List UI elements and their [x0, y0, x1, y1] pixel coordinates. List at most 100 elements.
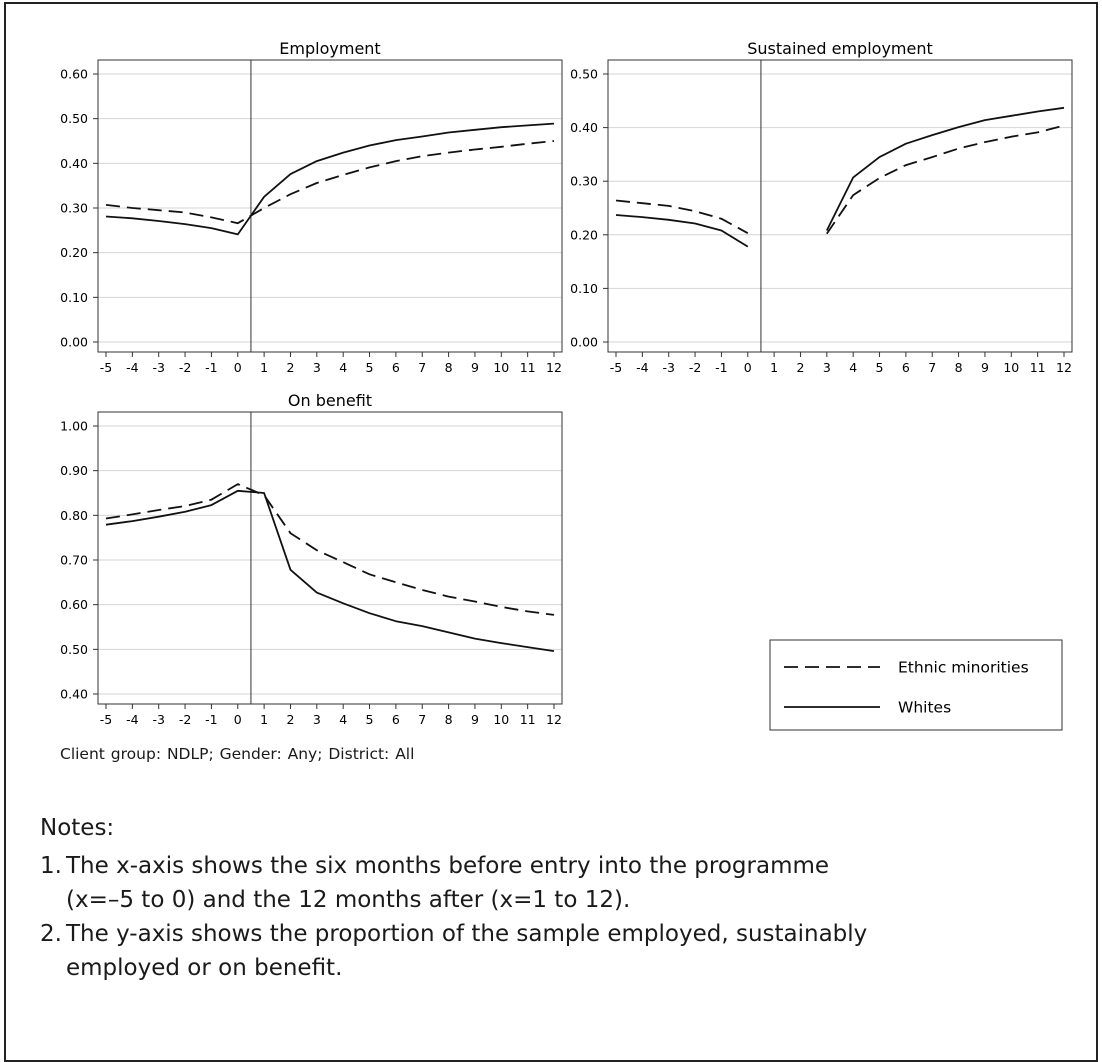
y-tick-label: 0.40	[570, 120, 598, 135]
x-tick-label: 9	[471, 712, 479, 727]
y-tick-label: 0.30	[570, 174, 598, 189]
x-tick-label: 8	[445, 712, 453, 727]
series-ethnic-minorities-line	[826, 124, 1065, 235]
series-ethnic-minorities-line	[105, 140, 555, 225]
x-tick-label: 12	[546, 360, 562, 375]
x-tick-label: 11	[520, 360, 536, 375]
x-tick-label: 12	[1056, 360, 1072, 375]
x-tick-label: 11	[1030, 360, 1046, 375]
x-tick-label: -2	[179, 712, 191, 727]
x-tick-label: 5	[876, 360, 884, 375]
x-tick-label: 4	[339, 360, 347, 375]
x-tick-label: 10	[493, 712, 509, 727]
x-tick-label: 2	[286, 360, 294, 375]
x-tick-label: 3	[313, 712, 321, 727]
chart-title: On benefit	[288, 391, 372, 410]
series-whites-line	[105, 489, 555, 652]
x-tick-label: 5	[366, 712, 374, 727]
client-group-caption: Client group: NDLP; Gender: Any; Distric…	[60, 745, 415, 763]
x-tick-label: 1	[770, 360, 778, 375]
y-tick-label: 0.10	[60, 290, 88, 305]
x-tick-label: 9	[981, 360, 989, 375]
series-whites-line	[615, 214, 749, 248]
x-tick-label: -5	[610, 360, 622, 375]
x-tick-label: 3	[313, 360, 321, 375]
x-tick-label: -2	[689, 360, 701, 375]
x-tick-label: 4	[849, 360, 857, 375]
y-tick-label: 1.00	[60, 419, 88, 434]
chart-title: Employment	[279, 39, 380, 58]
note-number: 2.	[40, 921, 62, 947]
y-tick-label: 0.20	[60, 245, 88, 260]
series-whites-line	[825, 106, 1065, 231]
series-ethnic-minorities-line	[615, 199, 749, 234]
x-tick-label: 1	[260, 360, 268, 375]
charts-svg: Employment 0.00 0.10 0.20 0.30 0.40 0.50 0.60 -5…	[60, 39, 1073, 731]
y-tick-label: 0.10	[570, 281, 598, 296]
x-tick-label: -1	[715, 360, 727, 375]
legend-label: Ethnic minorities	[898, 659, 1029, 677]
note-text: (x=–5 to 0) and the 12 months after (x=1…	[66, 887, 631, 913]
y-tick-label: 0.90	[60, 463, 88, 478]
x-tick-label: 5	[366, 360, 374, 375]
y-tick-label: 0.50	[570, 67, 598, 82]
x-tick-label: 7	[928, 360, 936, 375]
x-tick-label: 11	[520, 712, 536, 727]
notes-heading: Notes:	[40, 815, 115, 841]
x-tick-label: 2	[796, 360, 804, 375]
note-item: 2. The y-axis shows the proportion of the…	[40, 917, 867, 985]
x-tick-label: -3	[152, 360, 164, 375]
series-whites-line	[105, 122, 555, 236]
y-tick-label: 0.50	[60, 111, 88, 126]
y-tick-label: 0.80	[60, 508, 88, 523]
plot-frame	[97, 411, 563, 705]
x-tick-label: 6	[902, 360, 910, 375]
y-tick-label: 0.70	[60, 553, 88, 568]
legend-label: Whites	[898, 699, 951, 717]
y-tick-label: 0.30	[60, 201, 88, 216]
x-tick-label: 6	[392, 712, 400, 727]
chart-title: Sustained employment	[747, 39, 933, 58]
y-tick-label: 0.60	[60, 597, 88, 612]
series-ethnic-minorities-line	[105, 483, 555, 616]
y-tick-label: 0.20	[570, 227, 598, 242]
x-tick-label: -4	[636, 360, 649, 375]
x-tick-label: 0	[744, 360, 752, 375]
y-tick-label: 0.00	[570, 335, 598, 350]
legend-box	[769, 639, 1063, 731]
x-tick-label: 10	[493, 360, 509, 375]
x-tick-label: -4	[126, 360, 139, 375]
plot-frame	[97, 59, 563, 353]
x-tick-label: -5	[100, 712, 112, 727]
y-tick-label: 0.40	[60, 156, 88, 171]
x-tick-label: 0	[234, 712, 242, 727]
x-tick-label: -3	[662, 360, 674, 375]
y-tick-label: 0.50	[60, 642, 88, 657]
y-tick-label: 0.40	[60, 687, 88, 702]
x-tick-label: 2	[286, 712, 294, 727]
note-text: The y-axis shows the proportion of the s…	[66, 921, 868, 947]
x-tick-label: -3	[152, 712, 164, 727]
x-tick-label: -4	[126, 712, 139, 727]
plot-frame	[607, 59, 1073, 353]
x-tick-label: 1	[260, 712, 268, 727]
x-tick-label: 12	[546, 712, 562, 727]
x-tick-label: 4	[339, 712, 347, 727]
x-tick-label: -1	[205, 712, 217, 727]
x-tick-label: 3	[823, 360, 831, 375]
x-tick-label: -1	[205, 360, 217, 375]
x-tick-label: -5	[100, 360, 112, 375]
note-text: employed or on benefit.	[66, 955, 343, 981]
y-tick-label: 0.00	[60, 335, 88, 350]
x-tick-label: 7	[418, 712, 426, 727]
y-tick-label: 0.60	[60, 67, 88, 82]
note-text: The x-axis shows the six months before e…	[66, 853, 830, 879]
x-tick-label: 0	[234, 360, 242, 375]
x-tick-label: 8	[445, 360, 453, 375]
x-tick-label: 6	[392, 360, 400, 375]
note-item: 1. The x-axis shows the six months before…	[40, 849, 829, 917]
x-tick-label: 8	[955, 360, 963, 375]
note-number: 1.	[40, 853, 62, 879]
x-tick-label: 9	[471, 360, 479, 375]
x-tick-label: -2	[179, 360, 191, 375]
